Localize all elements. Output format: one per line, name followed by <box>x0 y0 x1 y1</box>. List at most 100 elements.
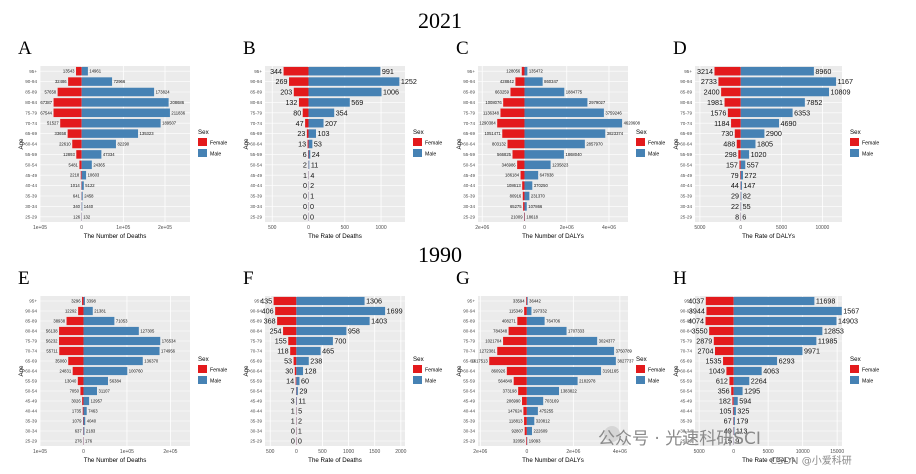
legend-swatch-female <box>198 138 207 146</box>
x-tick-label: 0 <box>525 449 528 455</box>
legend-label-female: Female <box>862 141 879 147</box>
x-tick-label: 0 <box>82 449 85 455</box>
bar-male <box>83 346 160 356</box>
x-tick-label: 1e+05 <box>33 225 47 231</box>
legend-label-male: Male <box>425 379 436 385</box>
data-label-female: 1735 <box>72 409 82 414</box>
x-tick-label: 0 <box>307 225 310 231</box>
bar-male <box>81 77 113 86</box>
age-tick-label: 45-49 <box>250 399 262 404</box>
legend-swatch-male <box>413 149 422 157</box>
data-label-male: 29 <box>299 387 307 396</box>
bar-female <box>523 406 527 416</box>
age-tick-label: 80-84 <box>25 100 37 105</box>
age-tick-label: 85-89 <box>463 319 475 324</box>
data-label-male: 18618 <box>526 214 538 219</box>
age-tick-label: 55-59 <box>25 379 37 384</box>
y-axis-title: Age <box>673 365 680 377</box>
age-tick-label: 60-64 <box>250 142 262 147</box>
age-tick-label: 55-59 <box>680 379 692 384</box>
data-label-male: 1 <box>310 192 314 201</box>
data-label-male: 179 <box>736 417 748 426</box>
bar-female <box>503 98 525 107</box>
age-tick-label: 60-64 <box>463 142 475 147</box>
data-label-female: 408271 <box>502 319 517 324</box>
data-label-female: 47 <box>296 119 304 128</box>
bar-female <box>734 129 741 138</box>
data-label-male: 128 <box>305 367 317 376</box>
age-tick-label: 25-29 <box>680 214 692 219</box>
data-label-female: 49 <box>724 427 732 436</box>
bar-female <box>522 181 525 190</box>
data-label-female: 56138 <box>46 329 58 334</box>
age-tick-label: 25-29 <box>463 439 475 444</box>
legend-label-female: Female <box>648 141 665 147</box>
age-tick-label: 55-59 <box>680 152 692 157</box>
bar-male <box>733 326 823 336</box>
bar-male <box>733 406 736 416</box>
age-tick-label: 50-54 <box>680 162 692 167</box>
age-tick-label: 65-69 <box>463 131 475 136</box>
data-label-female: 147624 <box>508 409 523 414</box>
data-label-female: 12292 <box>65 309 77 314</box>
legend-label-female: Female <box>210 368 227 374</box>
bar-male <box>81 202 83 211</box>
data-label-female: 269 <box>276 77 288 86</box>
bar-male <box>524 150 564 159</box>
bar-female <box>66 316 84 326</box>
legend-swatch-female <box>850 365 859 373</box>
age-tick-label: 50-54 <box>25 162 37 167</box>
x-axis-title: The Rate of Deaths <box>308 457 362 464</box>
age-tick-label: 95+ <box>467 69 475 74</box>
data-label-female: 0 <box>303 202 307 211</box>
bar-female <box>515 77 525 86</box>
x-tick-label: 1000 <box>343 449 354 455</box>
data-label-female: 1290384 <box>479 121 496 126</box>
data-label-female: 1 <box>291 417 295 426</box>
age-tick-label: 25-29 <box>250 439 262 444</box>
data-label-female: 15 <box>724 437 732 446</box>
data-label-male: 1306 <box>366 297 382 306</box>
age-tick-label: 75-79 <box>25 110 37 115</box>
bar-female <box>53 98 82 107</box>
age-tick-label: 75-79 <box>25 339 37 344</box>
bar-male <box>308 98 350 107</box>
bar-female <box>524 426 527 436</box>
age-tick-label: 50-54 <box>463 389 475 394</box>
data-label-male: 222609 <box>534 429 549 434</box>
bar-female <box>78 306 84 316</box>
data-label-female: 4074 <box>688 317 704 326</box>
data-label-female: 79 <box>731 171 739 180</box>
bar-female <box>283 66 309 76</box>
bar-female <box>59 336 84 346</box>
data-label-male: 272 <box>744 171 756 180</box>
data-label-female: 406 <box>262 307 274 316</box>
age-tick-label: 45-49 <box>463 173 475 178</box>
data-label-male: 21381 <box>94 309 106 314</box>
data-label-female: 298 <box>725 150 737 159</box>
panel-letter: B <box>243 38 256 59</box>
bar-female <box>526 436 527 446</box>
x-axis-title: The Number of Deaths <box>84 233 147 240</box>
age-tick-label: 70-74 <box>680 349 692 354</box>
legend-swatch-male <box>198 376 207 384</box>
data-label-female: 24831 <box>60 369 72 374</box>
y-axis-title: Age <box>673 138 680 150</box>
data-label-male: 4063 <box>763 367 779 376</box>
data-label-female: 373198 <box>503 389 518 394</box>
age-tick-label: 30-34 <box>250 429 262 434</box>
bar-male <box>740 139 756 149</box>
data-label-male: 10809 <box>831 88 851 97</box>
data-label-female: 254 <box>270 327 282 336</box>
data-label-male: 11698 <box>816 297 835 306</box>
bar-male <box>81 108 170 118</box>
y-axis-title: Age <box>18 138 25 150</box>
data-label-female: 80916 <box>510 194 522 199</box>
watermark-line2: CSDN @小爱科研 <box>770 456 852 467</box>
bar-female <box>277 316 297 326</box>
data-label-male: 31107 <box>99 389 111 394</box>
x-tick-label: 5000 <box>763 449 774 455</box>
age-tick-label: 80-84 <box>680 329 692 334</box>
